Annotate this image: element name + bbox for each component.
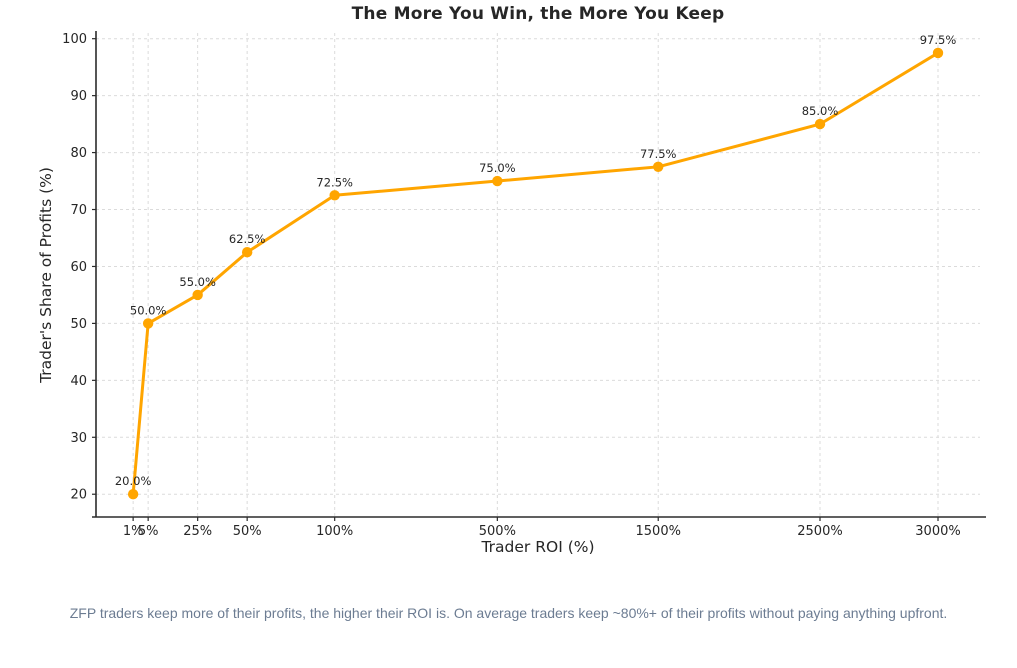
x-tick-label: 50% [233,524,262,539]
x-tick-label: 5% [138,524,159,539]
data-point-label: 50.0% [130,303,167,317]
y-tick-label: 20 [70,488,87,503]
data-point-marker [653,161,664,173]
x-tick-label: 1% [123,524,144,539]
data-point-marker [329,190,340,201]
data-point-marker [142,318,154,329]
data-point-label: 62.5% [229,232,266,246]
y-tick-label: 50 [70,317,87,332]
data-point-label: 97.5% [920,33,957,47]
data-point-label: 85.0% [802,104,839,118]
data-point-label: 72.5% [316,175,353,189]
data-point-label: 20.0% [115,474,152,488]
y-tick-label: 80 [70,146,87,161]
x-tick-label: 3000% [915,524,960,539]
data-point-marker [241,247,253,258]
chart-title: The More You Win, the More You Keep [351,4,725,24]
y-tick-label: 30 [70,431,87,446]
chart-caption: ZFP traders keep more of their profits, … [69,605,948,621]
x-tick-label: 500% [479,524,516,539]
y-tick-label: 60 [70,260,87,275]
data-point-marker [932,47,944,59]
x-tick-label: 100% [316,524,353,539]
data-point-marker [192,289,203,301]
x-tick-label: 25% [183,524,212,539]
x-tick-label: 2500% [797,524,842,539]
series-line [131,51,940,496]
data-point-label: 75.0% [479,161,516,175]
x-axis-label: Trader ROI (%) [481,538,595,556]
y-tick-label: 100 [62,32,87,47]
data-point-label: 55.0% [179,275,216,289]
line-chart-canvas: 1%5% 25% 50% 100% 500% 1500% 2500% 3000% 20 30 40 5… [62,31,986,539]
data-point-marker [127,489,139,500]
data-point-label: 77.5% [640,147,677,161]
data-point-marker [492,175,503,187]
data-point-marker [814,118,826,130]
y-tick-label: 70 [70,203,87,218]
y-tick-label: 40 [70,374,87,389]
x-tick-label: 1500% [636,524,681,539]
y-tick-label: 90 [70,89,87,104]
